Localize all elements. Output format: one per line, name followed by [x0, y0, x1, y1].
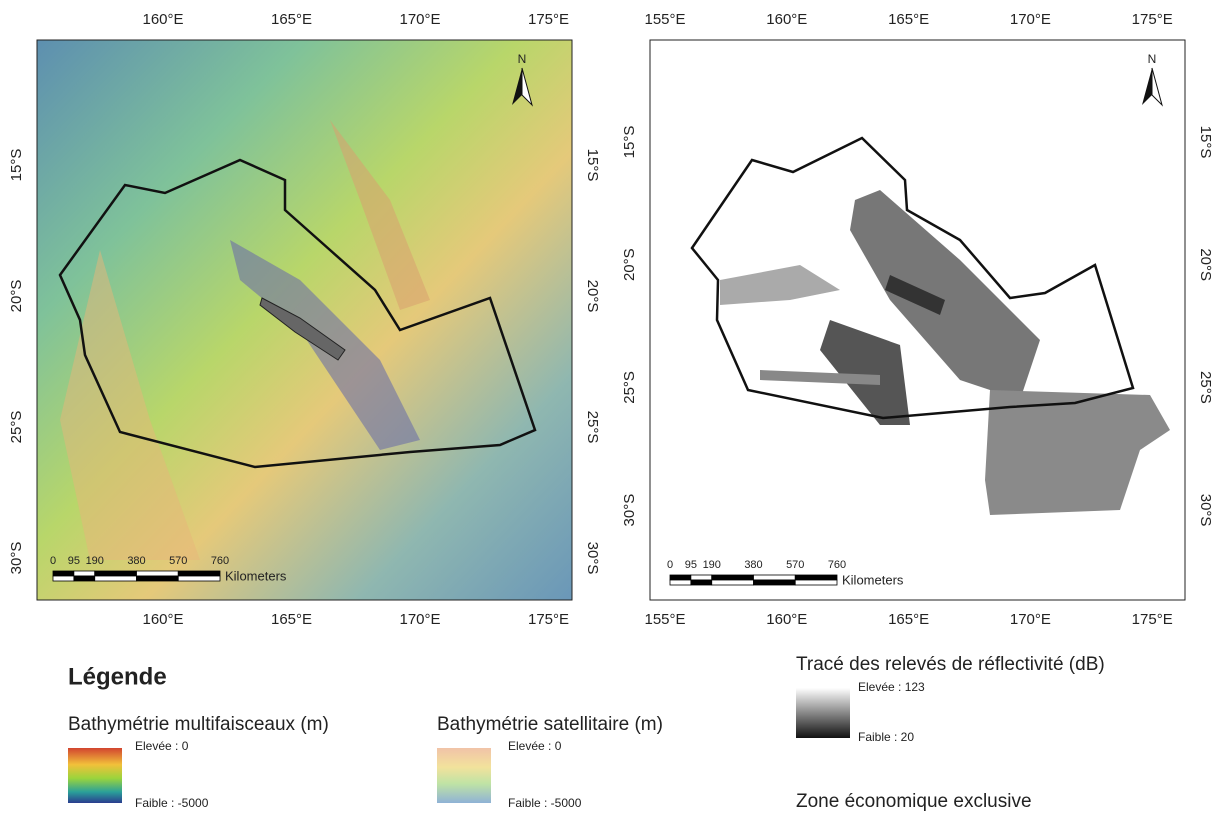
legend-high: Elevée : 0 — [135, 739, 189, 753]
legend-item-title: Bathymétrie satellitaire (m) — [437, 714, 663, 735]
y-label-left: 15°S — [8, 149, 25, 182]
scale-label: 760 — [828, 559, 846, 571]
scale-segment — [712, 580, 754, 585]
scale-label: 190 — [86, 555, 104, 567]
legend-item-title: Tracé des relevés de réflectivité (dB) — [796, 654, 1105, 675]
x-label-bottom: 165°E — [271, 611, 312, 628]
scale-segment — [95, 571, 137, 576]
legend-low: Faible : 20 — [858, 730, 914, 744]
scale-segment — [795, 580, 837, 585]
scale-label: 0 — [667, 559, 673, 571]
x-label-top: 165°E — [888, 11, 929, 28]
x-label-top: 165°E — [271, 11, 312, 28]
y-label-left: 30°S — [621, 494, 638, 527]
y-label-right: 25°S — [1197, 371, 1214, 404]
scale-segment — [691, 575, 712, 580]
page: Légende Bathymétrie multifaisceaux (m) E… — [0, 0, 1219, 814]
scale-label: 760 — [211, 555, 229, 567]
y-label-right: 30°S — [1197, 494, 1214, 527]
north-label: N — [1148, 52, 1157, 66]
x-label-top: 155°E — [644, 11, 685, 28]
legend-title: Légende — [68, 663, 167, 690]
scale-label: 95 — [68, 555, 80, 567]
x-label-bottom: 175°E — [1132, 611, 1173, 628]
legend-low: Faible : -5000 — [508, 796, 582, 810]
y-label-right: 15°S — [584, 149, 601, 182]
legend-item-title: Bathymétrie multifaisceaux (m) — [68, 714, 329, 735]
y-label-right: 15°S — [1197, 126, 1214, 159]
x-label-top: 160°E — [142, 11, 183, 28]
x-label-bottom: 170°E — [399, 611, 440, 628]
scale-segment — [795, 575, 837, 580]
legend-ramp — [68, 748, 122, 803]
scale-segment — [712, 575, 754, 580]
scale-label: 570 — [169, 555, 187, 567]
scale-label: 380 — [127, 555, 145, 567]
x-label-bottom: 175°E — [528, 611, 569, 628]
scale-label: 570 — [786, 559, 804, 571]
y-label-right: 30°S — [584, 542, 601, 575]
legend-low: Faible : -5000 — [135, 796, 209, 810]
y-label-left: 20°S — [8, 280, 25, 313]
scale-segment — [74, 571, 95, 576]
scale-segment — [53, 571, 74, 576]
legend-eez: Zone économique exclusive — [796, 791, 1032, 812]
scale-segment — [53, 576, 74, 581]
x-label-bottom: 170°E — [1010, 611, 1051, 628]
scale-segment — [178, 571, 220, 576]
y-label-left: 25°S — [621, 371, 638, 404]
scale-unit: Kilometers — [225, 568, 287, 583]
scale-segment — [137, 576, 179, 581]
figure: Légende Bathymétrie multifaisceaux (m) E… — [0, 0, 1219, 814]
scale-segment — [670, 575, 691, 580]
legend-ramp — [437, 748, 491, 803]
scale-segment — [754, 575, 796, 580]
scale-unit: Kilometers — [842, 572, 904, 587]
x-label-top: 175°E — [1132, 11, 1173, 28]
legend-ramp — [796, 688, 850, 738]
scale-segment — [754, 580, 796, 585]
x-label-top: 175°E — [528, 11, 569, 28]
legend-high: Elevée : 123 — [858, 680, 925, 694]
y-label-left: 15°S — [621, 126, 638, 159]
scale-label: 0 — [50, 555, 56, 567]
scale-label: 380 — [744, 559, 762, 571]
x-label-top: 170°E — [399, 11, 440, 28]
scale-segment — [691, 580, 712, 585]
y-label-left: 25°S — [8, 411, 25, 444]
y-label-right: 25°S — [584, 411, 601, 444]
y-label-left: 30°S — [8, 542, 25, 575]
legend-high: Elevée : 0 — [508, 739, 562, 753]
scale-segment — [95, 576, 137, 581]
scale-segment — [670, 580, 691, 585]
scale-label: 95 — [685, 559, 697, 571]
scale-segment — [178, 576, 220, 581]
y-label-left: 20°S — [621, 248, 638, 281]
scale-segment — [137, 571, 179, 576]
north-label: N — [518, 52, 527, 66]
y-label-right: 20°S — [1197, 248, 1214, 281]
x-label-bottom: 160°E — [142, 611, 183, 628]
x-label-bottom: 165°E — [888, 611, 929, 628]
scale-segment — [74, 576, 95, 581]
x-label-top: 160°E — [766, 11, 807, 28]
x-label-bottom: 160°E — [766, 611, 807, 628]
x-label-bottom: 155°E — [644, 611, 685, 628]
scale-label: 190 — [703, 559, 721, 571]
x-label-top: 170°E — [1010, 11, 1051, 28]
y-label-right: 20°S — [584, 280, 601, 313]
